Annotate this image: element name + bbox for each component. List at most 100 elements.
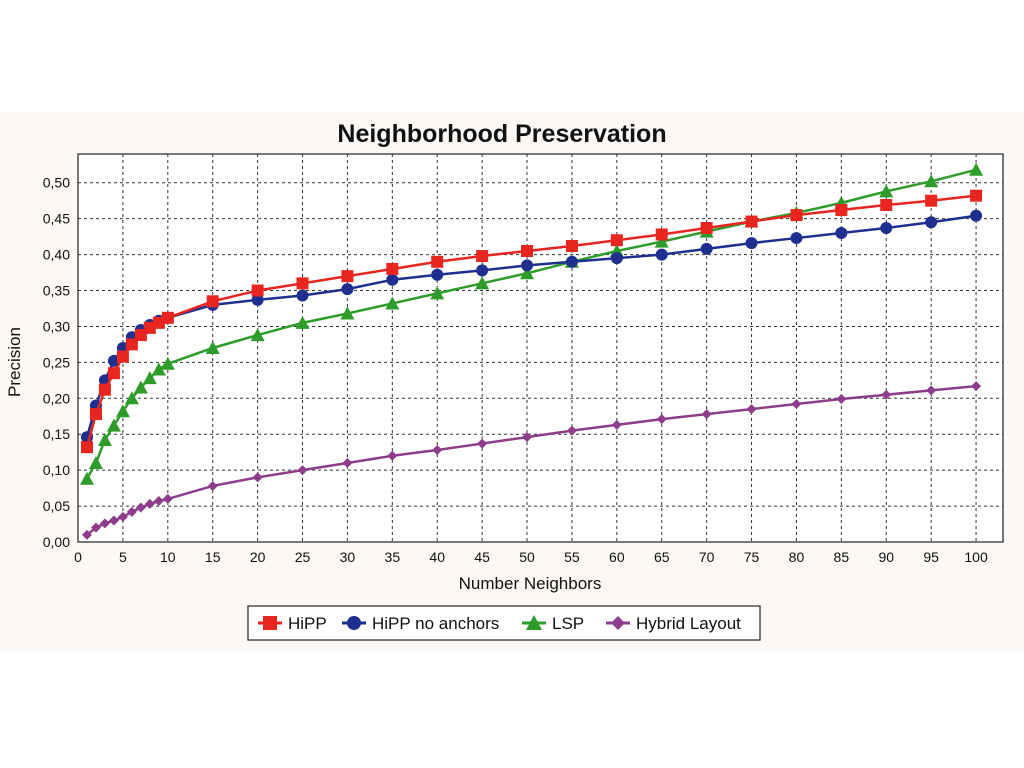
- data-point: [98, 383, 111, 396]
- data-point: [206, 295, 219, 308]
- data-point: [611, 419, 622, 430]
- y-tick-label: 0,20: [43, 390, 70, 406]
- x-tick-label: 65: [654, 549, 670, 565]
- data-point: [386, 262, 399, 275]
- plot-frame: [77, 153, 1004, 543]
- x-tick-label: 35: [385, 549, 401, 565]
- data-point: [970, 189, 983, 202]
- legend-label: HiPP: [288, 614, 327, 633]
- data-point: [108, 515, 119, 526]
- data-point: [342, 457, 353, 468]
- legend-item: Hybrid Layout: [606, 614, 741, 633]
- data-point: [790, 232, 803, 245]
- data-point: [655, 228, 668, 241]
- data-point: [745, 237, 758, 250]
- x-tick-label: 40: [429, 549, 445, 565]
- x-tick-label: 55: [564, 549, 580, 565]
- y-tick-label: 0,15: [43, 426, 70, 442]
- data-point: [475, 276, 490, 290]
- data-point: [610, 234, 623, 247]
- data-point: [431, 255, 444, 268]
- data-point: [160, 356, 175, 370]
- data-point: [205, 341, 220, 354]
- data-point: [124, 391, 139, 405]
- data-point: [296, 277, 309, 290]
- data-point: [81, 529, 92, 540]
- y-tick-label: 0,30: [43, 318, 70, 334]
- data-point: [879, 184, 894, 198]
- data-point: [655, 248, 668, 261]
- data-point: [153, 496, 164, 507]
- line-chart: Neighborhood Preservation 0 5 10 15 20 25 30 35…: [5, 120, 1004, 641]
- data-point: [566, 425, 577, 436]
- data-point: [340, 306, 355, 320]
- legend-marker: [347, 616, 361, 630]
- data-point: [125, 338, 138, 351]
- data-point: [924, 174, 939, 188]
- chart-title: Neighborhood Preservation: [337, 120, 666, 148]
- data-point: [610, 252, 623, 265]
- data-point: [161, 311, 174, 324]
- data-point: [385, 296, 400, 310]
- data-point: [565, 239, 578, 252]
- data-point: [296, 289, 309, 302]
- y-tick-label: 0,50: [43, 175, 70, 191]
- data-point: [971, 381, 982, 392]
- data-point: [106, 418, 121, 432]
- x-tick-label: 100: [964, 549, 988, 565]
- x-tick-label: 80: [789, 549, 805, 565]
- y-tick-label: 0,40: [43, 247, 70, 263]
- data-point: [880, 222, 893, 235]
- x-tick-label: 70: [699, 549, 715, 565]
- y-tick-label: 0,05: [43, 498, 70, 514]
- data-point: [791, 399, 802, 410]
- chart-area: Neighborhood Preservation 0 5 10 15 20 25 30 35…: [0, 112, 1024, 652]
- legend-item: HiPP: [258, 614, 327, 633]
- y-tick-label: 0,25: [43, 354, 70, 370]
- data-point: [700, 222, 713, 235]
- data-point: [701, 409, 712, 420]
- data-point: [432, 445, 443, 456]
- data-point: [341, 283, 354, 296]
- data-point: [521, 245, 534, 257]
- data-point: [430, 286, 445, 300]
- x-tick-label: 45: [474, 549, 490, 565]
- legend-marker: [611, 616, 625, 630]
- legend-item: LSP: [522, 614, 584, 633]
- x-tick-label: 30: [340, 549, 356, 565]
- x-tick-label: 0: [74, 549, 82, 565]
- x-tick-label: 50: [519, 549, 535, 565]
- y-axis-label: Precision: [5, 327, 24, 397]
- series-hipp: [80, 189, 983, 454]
- data-point: [925, 216, 938, 229]
- data-point: [99, 518, 110, 529]
- data-point: [251, 284, 264, 297]
- y-tick-label: 0,10: [43, 462, 70, 478]
- data-point: [835, 227, 848, 240]
- data-point: [700, 242, 713, 255]
- x-tick-label: 75: [744, 549, 760, 565]
- data-point: [926, 385, 937, 396]
- x-tick-label: 90: [878, 549, 894, 565]
- y-tick-label: 0,00: [43, 534, 70, 550]
- legend-label: LSP: [552, 614, 584, 633]
- data-point: [89, 408, 102, 421]
- data-point: [97, 432, 112, 446]
- data-point: [133, 380, 148, 394]
- data-point: [144, 498, 155, 509]
- data-point: [252, 472, 263, 483]
- data-point: [162, 493, 173, 504]
- legend-label: HiPP no anchors: [372, 614, 499, 633]
- y-tick-label: 0,35: [43, 283, 70, 299]
- series-line: [86, 384, 977, 536]
- data-point: [881, 389, 892, 400]
- data-point: [746, 404, 757, 415]
- data-point: [522, 432, 533, 443]
- data-point: [250, 328, 265, 342]
- series-line: [85, 194, 977, 448]
- data-point: [476, 250, 489, 263]
- x-tick-label: 5: [119, 549, 127, 565]
- data-point: [295, 315, 310, 329]
- data-point: [835, 204, 848, 217]
- data-point: [836, 394, 847, 405]
